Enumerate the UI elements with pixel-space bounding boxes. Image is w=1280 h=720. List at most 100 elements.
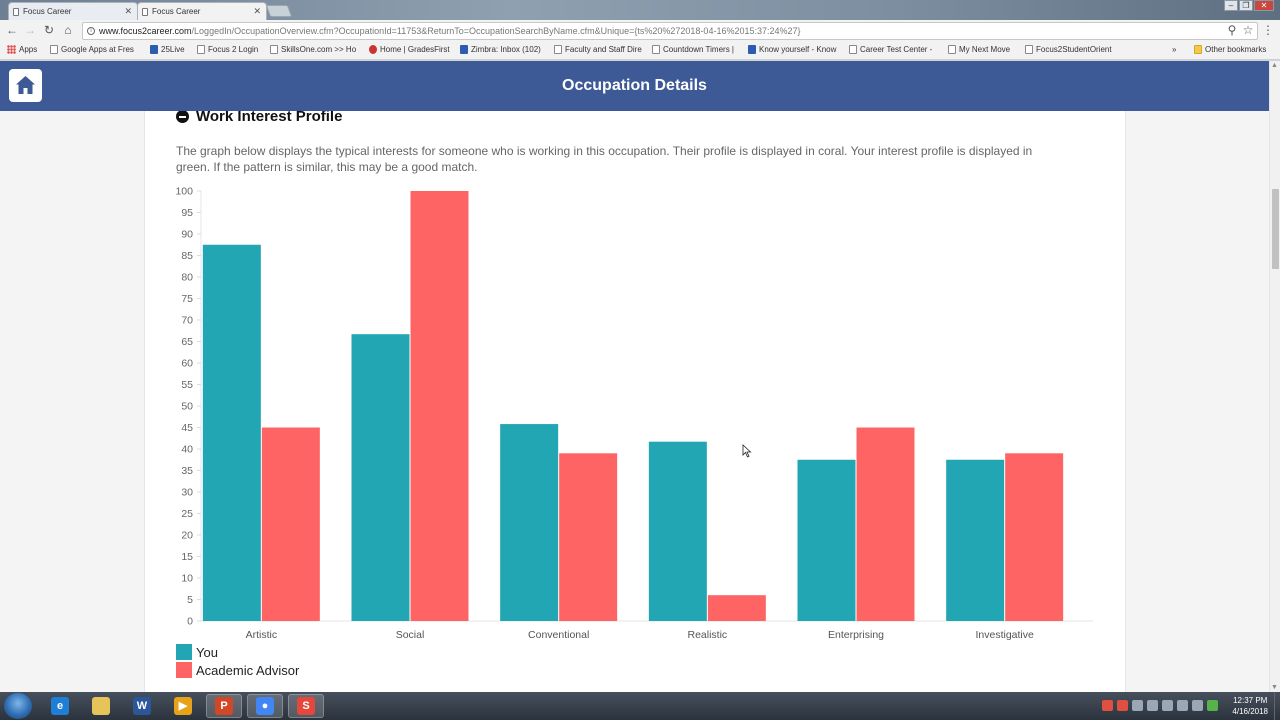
page-scrollbar[interactable]: ▲ ▼ bbox=[1269, 61, 1280, 692]
y-tick-label: 85 bbox=[181, 250, 193, 262]
snagit-tray-icon[interactable] bbox=[1102, 700, 1113, 711]
legend-item[interactable]: Academic Advisor bbox=[176, 661, 299, 679]
bookmark-item[interactable]: Zimbra: Inbox (102) bbox=[460, 45, 541, 54]
gradesfirst-icon bbox=[369, 45, 377, 54]
y-tick-label: 60 bbox=[181, 358, 193, 370]
battery-icon[interactable] bbox=[1207, 700, 1218, 711]
tab-title: Focus Career bbox=[152, 7, 201, 16]
taskbar-snagit[interactable]: S bbox=[288, 694, 324, 718]
back-arrow-icon[interactable]: ← bbox=[6, 23, 18, 37]
minimize-button[interactable]: – bbox=[1224, 0, 1238, 11]
flag-icon[interactable] bbox=[1147, 700, 1158, 711]
restore-button[interactable]: ❐ bbox=[1239, 0, 1253, 11]
section-header[interactable]: Work Interest Profile bbox=[176, 108, 342, 125]
zimbra-icon bbox=[460, 45, 468, 54]
legend-label: Academic Advisor bbox=[196, 662, 300, 678]
bookmark-item[interactable]: Know yourself - Know bbox=[748, 45, 836, 54]
chart-bar bbox=[351, 334, 410, 621]
y-tick-label: 70 bbox=[181, 315, 193, 327]
tab-title: Focus Career bbox=[23, 7, 72, 16]
y-tick-label: 15 bbox=[181, 551, 193, 563]
legend-item[interactable]: You bbox=[176, 643, 299, 661]
y-tick-label: 40 bbox=[181, 444, 193, 456]
page-title: Occupation Details bbox=[562, 77, 707, 94]
home-icon[interactable]: ⌂ bbox=[64, 23, 72, 37]
x-tick-label: Artistic bbox=[246, 629, 278, 641]
forward-arrow-icon[interactable]: → bbox=[24, 23, 36, 37]
taskbar-powerpoint[interactable]: P bbox=[206, 694, 242, 718]
x-tick-label: Conventional bbox=[528, 629, 589, 641]
collapse-icon[interactable] bbox=[176, 110, 189, 123]
show-desktop-button[interactable] bbox=[1274, 692, 1280, 720]
bookmarks-bar: Apps Google Apps at Fres 25Live Focus 2 … bbox=[0, 42, 1280, 60]
home-button[interactable] bbox=[9, 69, 42, 102]
scroll-up-arrow-icon[interactable]: ▲ bbox=[1271, 62, 1278, 69]
bookmark-item[interactable]: SkillsOne.com >> Ho bbox=[270, 45, 356, 54]
chevron-right-icon[interactable]: » bbox=[1172, 45, 1177, 54]
bookmark-item[interactable]: Focus2StudentOrient bbox=[1025, 45, 1112, 54]
bookmark-apps[interactable]: Apps bbox=[7, 45, 37, 54]
y-tick-label: 10 bbox=[181, 573, 193, 585]
interest-bar-chart: 0 5 10 15 20 25 30 35 40 45 50 55 60 65 70 75 80 85 90 95 10… bbox=[175, 186, 1093, 641]
bookmark-item[interactable]: Google Apps at Fres bbox=[50, 45, 134, 54]
dropbox-icon[interactable] bbox=[1132, 700, 1143, 711]
zoom-icon[interactable]: ⚲ bbox=[1227, 23, 1237, 37]
onet-icon bbox=[948, 45, 956, 54]
bookmark-item[interactable]: Focus 2 Login bbox=[197, 45, 258, 54]
chart-bar bbox=[202, 244, 261, 621]
scroll-down-arrow-icon[interactable]: ▼ bbox=[1271, 684, 1278, 691]
reload-icon[interactable]: ↻ bbox=[43, 23, 55, 37]
info-icon[interactable]: i bbox=[87, 27, 95, 35]
network-icon[interactable] bbox=[1162, 700, 1173, 711]
y-tick-label: 65 bbox=[181, 336, 193, 348]
start-button[interactable] bbox=[4, 693, 32, 719]
other-bookmarks[interactable]: Other bookmarks bbox=[1194, 45, 1266, 54]
display-icon[interactable] bbox=[1192, 700, 1203, 711]
x-tick-label: Realistic bbox=[687, 629, 727, 641]
new-tab-button[interactable] bbox=[265, 5, 293, 17]
taskbar-word[interactable]: W bbox=[124, 694, 160, 718]
bookmark-item[interactable]: My Next Move bbox=[948, 45, 1010, 54]
powerpoint-icon: P bbox=[215, 697, 233, 715]
page-icon bbox=[13, 8, 19, 16]
home-icon bbox=[16, 76, 35, 94]
close-icon[interactable]: ✕ bbox=[124, 6, 132, 16]
y-tick-label: 0 bbox=[187, 616, 193, 628]
windows-taskbar: e W ▶ P ● S 12:37 PM 4/16/2018 bbox=[0, 692, 1280, 720]
taskbar-file-explorer[interactable] bbox=[83, 694, 119, 718]
close-window-button[interactable]: ✕ bbox=[1254, 0, 1274, 11]
address-bar[interactable]: i www.focus2career.com/LoggedIn/Occupati… bbox=[82, 22, 1258, 40]
file-explorer-icon bbox=[92, 697, 110, 715]
clock-date: 4/16/2018 bbox=[1232, 707, 1268, 716]
close-icon[interactable]: ✕ bbox=[253, 6, 261, 16]
y-tick-label: 100 bbox=[175, 186, 193, 198]
bookmark-star-icon[interactable]: ☆ bbox=[1242, 23, 1254, 37]
chart-bar bbox=[648, 441, 707, 621]
snagit-tray-icon[interactable] bbox=[1117, 700, 1128, 711]
window-controls: – ❐ ✕ bbox=[1224, 0, 1274, 12]
wordpress-icon bbox=[652, 45, 660, 54]
internet-explorer-icon: e bbox=[51, 697, 69, 715]
browser-tab[interactable]: Focus Career ✕ bbox=[8, 2, 138, 20]
bookmark-item[interactable]: Countdown Timers | bbox=[652, 45, 734, 54]
chart-bar bbox=[261, 427, 320, 621]
taskbar-internet-explorer[interactable]: e bbox=[42, 694, 78, 718]
bookmark-item[interactable]: Faculty and Staff Dire bbox=[554, 45, 642, 54]
y-tick-label: 80 bbox=[181, 272, 193, 284]
browser-toolbar: ← → ↻ ⌂ i www.focus2career.com/LoggedIn/… bbox=[0, 20, 1280, 42]
menu-icon[interactable]: ⋮ bbox=[1262, 23, 1274, 37]
taskbar-clock[interactable]: 12:37 PM 4/16/2018 bbox=[1232, 695, 1268, 717]
volume-icon[interactable] bbox=[1177, 700, 1188, 711]
legend-label: You bbox=[196, 644, 218, 660]
bookmark-item[interactable]: 25Live bbox=[150, 45, 185, 54]
chart-bar bbox=[856, 427, 915, 621]
browser-tab-active[interactable]: Focus Career ✕ bbox=[137, 2, 267, 20]
bookmark-item[interactable]: Home | GradesFirst bbox=[369, 45, 450, 54]
word-icon: W bbox=[133, 697, 151, 715]
bookmark-item[interactable]: Career Test Center - bbox=[849, 45, 932, 54]
page-icon bbox=[849, 45, 857, 54]
taskbar-media-player[interactable]: ▶ bbox=[165, 694, 201, 718]
taskbar-chrome[interactable]: ● bbox=[247, 694, 283, 718]
chart-bar bbox=[707, 595, 766, 621]
scrollbar-thumb[interactable] bbox=[1272, 189, 1279, 269]
